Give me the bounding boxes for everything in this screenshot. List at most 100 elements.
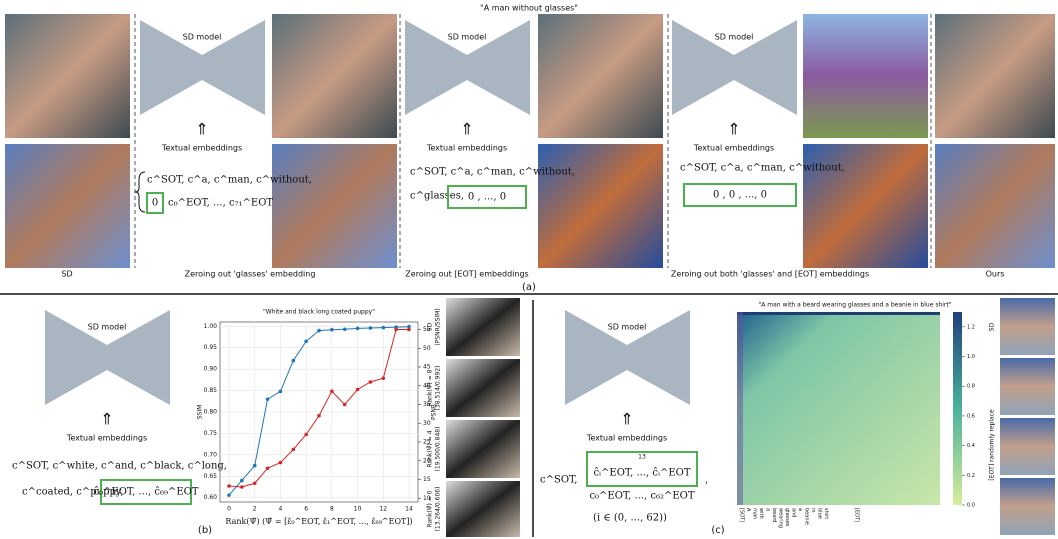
colorbar-label: 1.0	[967, 354, 975, 360]
heatmap-tick-label: wearing	[778, 508, 784, 528]
embedding-label: Textual embeddings	[66, 434, 147, 443]
point	[304, 432, 308, 437]
point	[240, 485, 244, 489]
model-label: SD model	[608, 323, 647, 332]
heatmap-tick-label: A	[745, 508, 751, 512]
photo	[1000, 418, 1055, 475]
photo	[538, 14, 663, 138]
arrow: ⇑	[620, 410, 633, 429]
formula: c^SOT, c^white, c^and, c^black, c^long,	[12, 461, 227, 472]
panel-title: "A man without glasses"	[480, 4, 578, 13]
y2-tick-label: 55	[423, 326, 431, 333]
point	[330, 389, 334, 394]
panel-label: (a)	[522, 282, 536, 293]
point	[317, 328, 321, 333]
formula: c^SOT, c^a, c^man, c^without,	[680, 163, 845, 174]
point	[252, 481, 257, 486]
x-tick-label: 14	[405, 506, 413, 513]
series-line	[228, 326, 410, 496]
point	[304, 339, 308, 344]
heatmap-tick-label: beanie	[804, 508, 810, 525]
y-tick-label: 0.95	[204, 344, 218, 351]
x-tick-label: 6	[304, 506, 308, 513]
point	[368, 326, 373, 330]
photo	[446, 420, 520, 478]
photos	[5, 14, 1055, 268]
photo	[1000, 478, 1055, 535]
heatmap-tick-label: shirt	[823, 508, 829, 519]
highlight-box	[447, 185, 527, 209]
heatmap	[737, 312, 940, 505]
arrow: ⇑	[195, 120, 208, 139]
point	[407, 324, 411, 329]
y-tick-label: 0.90	[204, 366, 218, 373]
colorbar-label: 0.8	[967, 384, 975, 390]
formula: c^glasses,	[410, 191, 464, 202]
photo	[803, 144, 928, 268]
y2-tick-label: 30	[423, 420, 431, 427]
heatmap-title: "A man with a beard wearing glasses and …	[759, 302, 952, 309]
row-label: (38.514/0.992)	[435, 366, 442, 411]
y2-tick-label: 50	[423, 345, 431, 352]
chart-title: "White and black long coated puppy"	[263, 309, 375, 316]
y-tick-label: 0.60	[204, 494, 218, 501]
photo	[935, 14, 1055, 138]
y2-tick-label: 25	[423, 439, 431, 446]
photo	[272, 144, 397, 268]
arrow: ⇑	[727, 120, 740, 139]
arrow: ⇑	[100, 410, 113, 429]
embedding-label: Textual embeddings	[586, 434, 667, 443]
row-label: (PSNR/SSIM)	[435, 308, 442, 345]
sd-model	[672, 20, 797, 115]
caption: Zeroing out both 'glasses' and [EOT] emb…	[671, 270, 869, 279]
photo	[935, 144, 1055, 268]
point	[342, 402, 347, 407]
heatmap-col	[737, 312, 743, 505]
sd-model	[140, 20, 265, 115]
point	[368, 380, 373, 384]
formula: ,	[705, 475, 708, 486]
point	[291, 358, 296, 363]
y2-tick-label: 45	[423, 364, 431, 371]
y-tick-label: 0.85	[204, 387, 218, 394]
row-label: Rank(Ψ̂) = 4	[427, 430, 434, 467]
caption: Zeroing out 'glasses' embedding	[185, 270, 316, 279]
point	[355, 387, 360, 392]
point	[342, 327, 347, 332]
caption: Zeroing out [EOT] embeddings	[405, 270, 528, 279]
heatmap-tick-label: glasses	[784, 508, 790, 527]
x-tick-label: 12	[379, 506, 387, 513]
row-label: SD	[989, 322, 996, 331]
x-tick-label: 2	[253, 506, 257, 513]
photo	[1000, 358, 1055, 415]
y2-axis-label: PSNR	[431, 404, 438, 420]
x-tick-label: 10	[354, 506, 362, 513]
formula: 0	[152, 198, 158, 209]
point	[265, 397, 270, 401]
point	[381, 325, 386, 330]
y2-tick-label: 10	[423, 495, 431, 502]
colorbar-label: 1.2	[967, 324, 975, 330]
point	[278, 389, 283, 394]
point	[240, 478, 244, 483]
point	[227, 493, 231, 497]
formula: ĉ₀^EOT, ..., ĉ₆₉^EOT	[93, 487, 198, 498]
photo	[446, 359, 520, 417]
y2-tick-label: 20	[423, 457, 431, 464]
model-label: SD model	[183, 33, 222, 42]
point	[227, 484, 231, 488]
photo	[803, 14, 928, 138]
model-label: SD model	[448, 33, 487, 42]
y-tick-label: 0.70	[204, 451, 218, 458]
row-label: Rank(Ψ̂) = 8	[427, 369, 434, 406]
heatmap-tick-label: [SOT]	[739, 508, 745, 522]
series-line	[228, 329, 409, 488]
y-tick-label: 0.80	[204, 409, 218, 416]
highlight-box	[100, 479, 192, 505]
photo	[1000, 298, 1055, 355]
caption: Ours	[986, 270, 1005, 279]
photo	[538, 144, 663, 268]
panel-label: (b)	[198, 525, 212, 536]
x-tick-label: 4	[279, 506, 283, 513]
x-axis-label: Rank(Ψ̂) (Ψ̂ = [ε̂₀^EOT, ε̂₁^EOT, ..., ε…	[225, 517, 412, 526]
